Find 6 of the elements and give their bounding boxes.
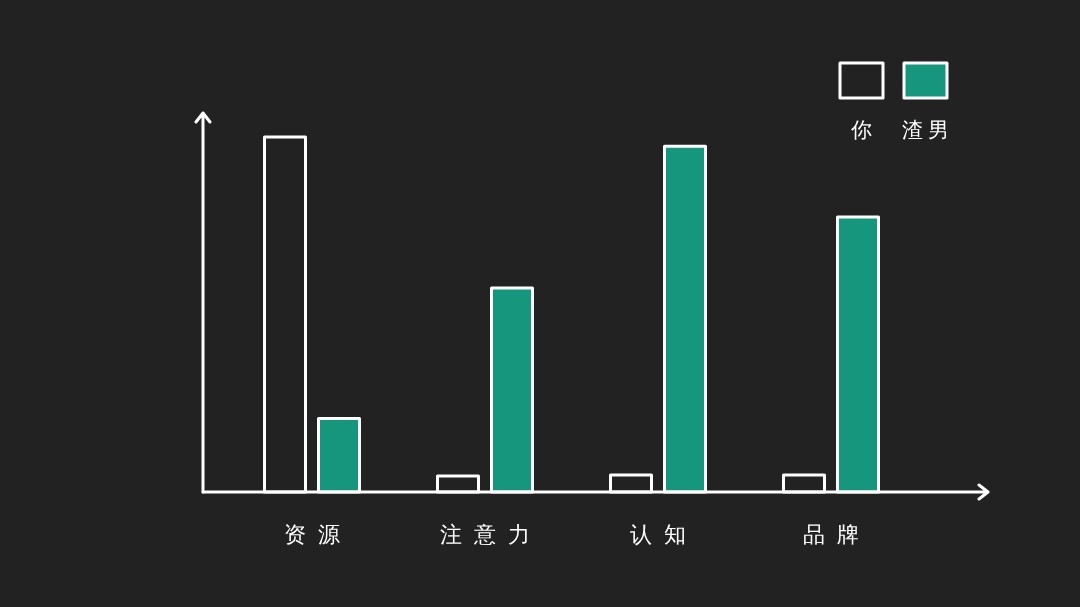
x-tick-label: 注意力 xyxy=(440,522,530,547)
x-tick-label: 资源 xyxy=(284,522,340,547)
legend-label: 你 xyxy=(851,118,872,142)
x-tick-label: 认知 xyxy=(630,522,686,547)
legend-label: 渣男 xyxy=(902,118,949,142)
x-tick-label: 品牌 xyxy=(803,522,859,547)
